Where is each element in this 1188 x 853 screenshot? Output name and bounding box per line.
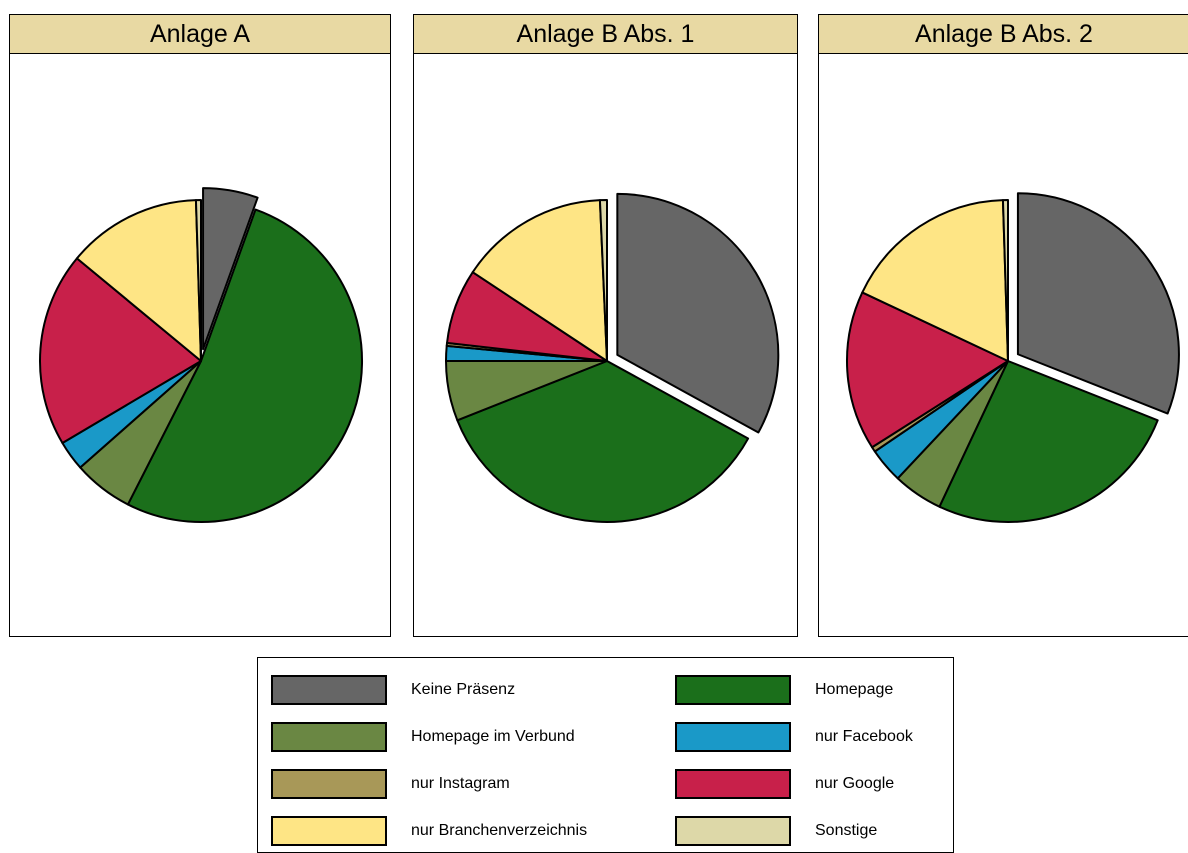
legend-item-homepage: Homepage xyxy=(675,675,945,707)
pie-slice-keine-präsenz xyxy=(202,187,259,351)
pie-slice-homepage xyxy=(456,360,750,523)
pie-slice-homepage xyxy=(938,360,1159,523)
legend-swatch xyxy=(271,675,387,705)
pie-slice-nur-branchenverzeichnis xyxy=(861,199,1009,362)
legend-item-nur-instagram: nur Instagram xyxy=(271,769,651,801)
pie-slice-sonstige xyxy=(194,199,202,362)
legend-swatch xyxy=(675,769,791,799)
panel-title: Anlage B Abs. 1 xyxy=(414,15,797,54)
legend-item-nur-facebook: nur Facebook xyxy=(675,722,945,754)
legend: Keine Präsenz Homepage Homepage im Verbund… xyxy=(257,657,954,853)
legend-item-nur-google: nur Google xyxy=(675,769,945,801)
panel-title: Anlage A xyxy=(10,15,390,54)
legend-item-nur-branchenverzeichnis: nur Branchenverzeichnis xyxy=(271,816,651,848)
pie-slice-sonstige xyxy=(1001,199,1009,362)
pie-slice-keine-präsenz xyxy=(1016,192,1180,415)
legend-item-keine-präsenz: Keine Präsenz xyxy=(271,675,651,707)
pie-chart xyxy=(39,187,364,523)
panel-title: Anlage B Abs. 2 xyxy=(819,15,1188,54)
legend-label: nur Facebook xyxy=(815,728,913,745)
pie-slice-keine-präsenz xyxy=(616,192,780,434)
pie-slice-sonstige xyxy=(598,199,608,362)
legend-label: nur Google xyxy=(815,775,895,792)
legend-label: nur Instagram xyxy=(411,775,510,792)
pie-chart xyxy=(845,192,1180,523)
legend-label: Sonstige xyxy=(815,822,878,839)
pie-slice-nur-google xyxy=(39,257,202,444)
pie-panel-anlage-b-abs-1: Anlage B Abs. 1 xyxy=(413,14,798,637)
legend-label: Homepage im Verbund xyxy=(411,728,575,745)
pie-slice-homepage xyxy=(126,208,364,523)
legend-swatch xyxy=(271,722,387,752)
legend-swatch xyxy=(675,816,791,846)
pie-slice-nur-branchenverzeichnis xyxy=(75,199,202,362)
legend-item-homepage-im-verbund: Homepage im Verbund xyxy=(271,722,651,754)
pie-chart xyxy=(444,192,780,523)
pie-panel-anlage-a: Anlage A xyxy=(9,14,391,637)
pie-slice-nur-google xyxy=(845,291,1009,449)
legend-label: Keine Präsenz xyxy=(411,681,516,698)
legend-swatch xyxy=(271,816,387,846)
legend-label: nur Branchenverzeichnis xyxy=(411,822,588,839)
legend-swatch xyxy=(271,769,387,799)
legend-item-sonstige: Sonstige xyxy=(675,816,945,848)
pie-panel-anlage-b-abs-2: Anlage B Abs. 2 xyxy=(818,14,1188,637)
pie-slice-nur-branchenverzeichnis xyxy=(471,199,608,362)
legend-label: Homepage xyxy=(815,681,894,698)
legend-swatch xyxy=(675,722,791,752)
legend-swatch xyxy=(675,675,791,705)
